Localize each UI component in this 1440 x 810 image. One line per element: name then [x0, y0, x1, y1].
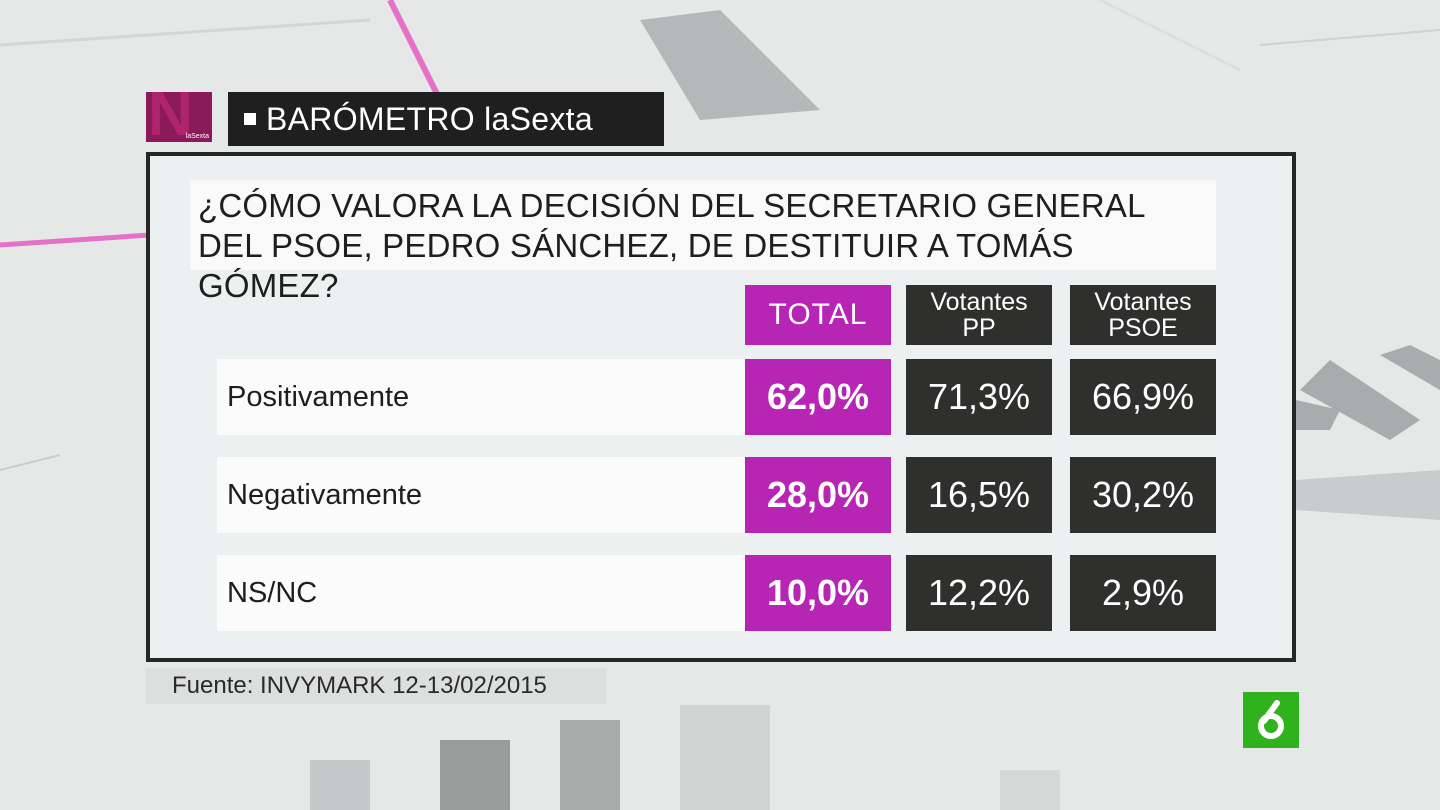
logo-letter: N — [148, 92, 193, 142]
column-header-psoe: Votantes PSOE — [1070, 285, 1216, 345]
cell-pp-nsnc: 12,2% — [906, 555, 1052, 631]
cell-psoe-nsnc: 2,9% — [1070, 555, 1216, 631]
logo-small-text: laSexta — [185, 133, 209, 140]
row-label-positivamente: Positivamente — [217, 359, 747, 435]
cell-psoe-negativamente: 30,2% — [1070, 457, 1216, 533]
cell-psoe-positivamente: 66,9% — [1070, 359, 1216, 435]
cell-pp-negativamente: 16,5% — [906, 457, 1052, 533]
row-label-nsnc: NS/NC — [217, 555, 747, 631]
column-header-psoe-label: Votantes PSOE — [1094, 288, 1192, 342]
cell-total-negativamente: 28,0% — [745, 457, 891, 533]
cell-total-positivamente: 62,0% — [745, 359, 891, 435]
source-caption: Fuente: INVYMARK 12-13/02/2015 — [146, 668, 606, 704]
row-label-negativamente: Negativamente — [217, 457, 747, 533]
six-glyph-icon — [1258, 700, 1284, 739]
header-bar: BARÓMETRO laSexta — [228, 92, 664, 146]
column-header-pp-label: Votantes PP — [930, 288, 1028, 342]
column-header-pp: Votantes PP — [906, 285, 1052, 345]
column-header-total: TOTAL — [745, 285, 891, 345]
header-title: BARÓMETRO laSexta — [266, 100, 593, 137]
square-bullet-icon — [244, 113, 256, 125]
survey-question: ¿CÓMO VALORA LA DECISIÓN DEL SECRETARIO … — [190, 180, 1216, 304]
cell-total-nsnc: 10,0% — [745, 555, 891, 631]
program-logo: N laSexta — [146, 92, 212, 142]
column-header-total-label: TOTAL — [768, 298, 868, 331]
la-sexta-6-icon — [1243, 692, 1299, 748]
cell-pp-positivamente: 71,3% — [906, 359, 1052, 435]
